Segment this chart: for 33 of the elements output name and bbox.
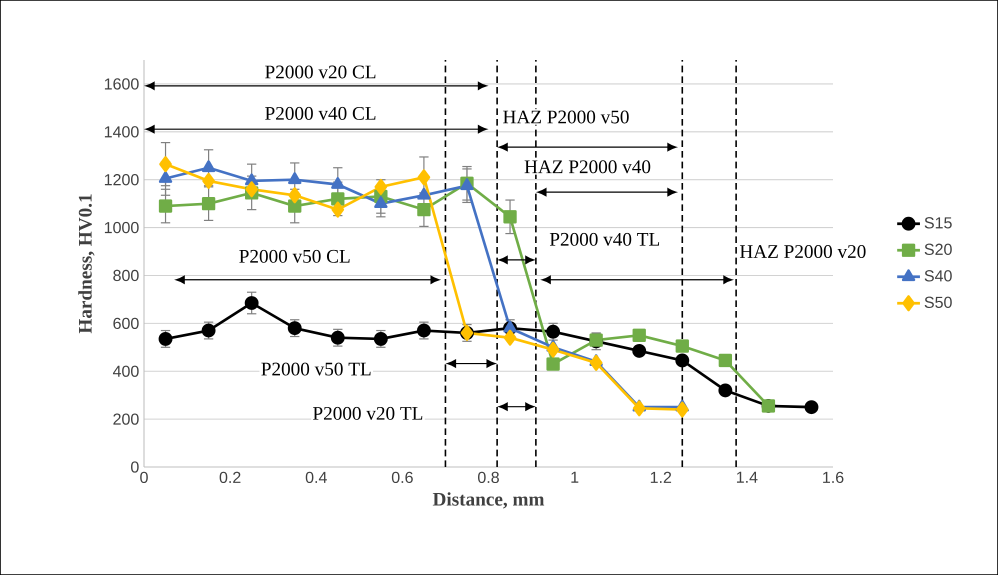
legend-label: S20 (924, 244, 952, 255)
annotation: HAZ P2000 v20 (740, 245, 866, 258)
y-tick-label: 200 (113, 413, 139, 425)
x-tick-label: 0.4 (306, 472, 327, 484)
x-tick-label: 0.8 (478, 472, 499, 484)
annotation: HAZ P2000 v50 (503, 110, 629, 124)
y-tick-label: 1000 (104, 222, 139, 234)
legend-label: S15 (924, 217, 952, 228)
y-tick-label: 800 (113, 270, 139, 282)
x-tick-label: 0.6 (392, 472, 413, 484)
x-tick-label: 1.2 (650, 472, 672, 483)
y-axis-title: Hardness, HV0.1 (78, 194, 95, 334)
annotation: P2000 v50 TL (261, 362, 371, 376)
x-tick-label: 1.4 (736, 472, 758, 483)
annotation: P2000 v40 CL (265, 106, 376, 120)
x-tick-label: 1.6 (823, 472, 844, 484)
annotation: P2000 v40 TL (550, 232, 660, 246)
x-axis-title: Distance, mm (432, 492, 544, 508)
y-tick-label: 1600 (104, 78, 139, 90)
x-tick-label: 1 (571, 472, 578, 483)
y-tick-label: 600 (113, 318, 139, 330)
x-tick-label: 0 (140, 472, 148, 484)
legend-label: S40 (924, 270, 952, 282)
annotation: P2000 v50 CL (239, 250, 350, 263)
x-tick-label: 0.2 (220, 472, 240, 484)
y-tick-label: 400 (112, 366, 139, 377)
y-tick-label: 1200 (104, 174, 139, 186)
annotation: HAZ P2000 v40 (524, 160, 650, 174)
y-tick-label: 0 (131, 461, 139, 473)
y-tick-label: 1400 (104, 126, 139, 138)
annotation: P2000 v20 CL (265, 65, 376, 78)
annotation: P2000 v20 TL (313, 406, 422, 420)
legend-label: S50 (924, 296, 952, 308)
